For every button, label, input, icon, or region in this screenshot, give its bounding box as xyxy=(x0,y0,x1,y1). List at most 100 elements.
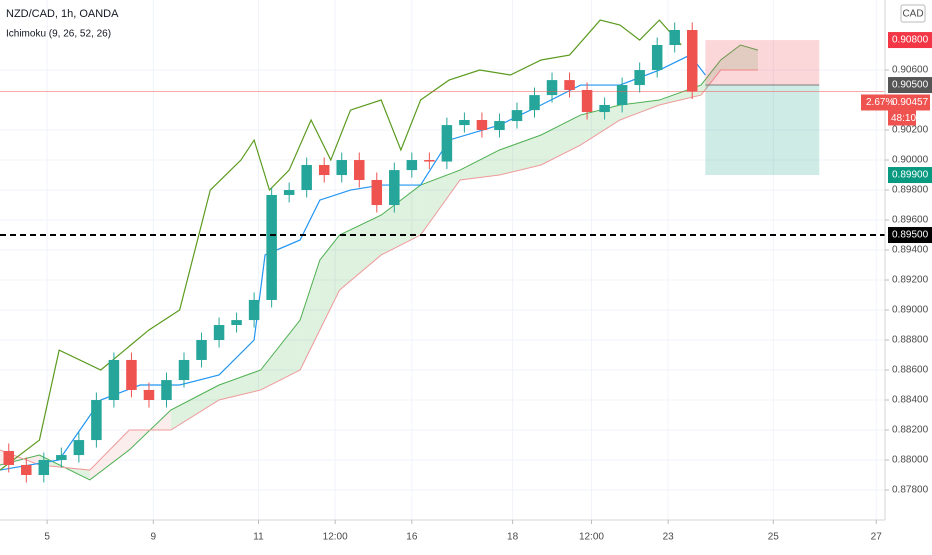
indicator-line xyxy=(0,19,682,471)
candle-body xyxy=(231,320,242,326)
y-tick-label: 0.89000 xyxy=(892,305,929,316)
candle-body xyxy=(686,29,698,92)
cloud-fill xyxy=(170,385,220,431)
cloud-fill xyxy=(541,115,581,165)
candle-body xyxy=(389,170,400,206)
cloud-fill xyxy=(420,170,461,236)
y-tick-label: 0.90600 xyxy=(892,65,929,76)
candle-body xyxy=(406,160,418,171)
last-price-bg xyxy=(861,94,930,111)
cloud-fill xyxy=(219,370,261,401)
candle-body xyxy=(266,194,277,300)
candle-body xyxy=(56,455,67,461)
cloud-fill xyxy=(499,134,542,176)
candle-body xyxy=(599,104,610,113)
candle-body xyxy=(3,451,15,465)
candle-body xyxy=(669,29,680,45)
countdown-bg xyxy=(888,110,916,126)
entry-badge-bg xyxy=(888,77,932,94)
level-badge-bg xyxy=(888,227,932,244)
candle-body xyxy=(161,380,172,401)
y-tick-label: 0.88200 xyxy=(892,425,929,436)
x-tick-label: 18 xyxy=(507,532,519,543)
candle-body xyxy=(616,85,628,105)
candle-body xyxy=(546,80,558,96)
candle-body xyxy=(301,164,312,191)
x-tick-label: 12:00 xyxy=(579,532,604,543)
cloud-fill xyxy=(339,215,382,291)
x-tick-label: 27 xyxy=(871,532,883,543)
cloud-fill xyxy=(740,44,758,71)
indicator-line xyxy=(0,54,706,471)
candle-body xyxy=(459,119,470,126)
x-tick-label: 5 xyxy=(44,532,50,543)
cloud-fill xyxy=(700,59,721,96)
target-badge: 0.89900 xyxy=(892,170,929,181)
candle-body xyxy=(21,464,32,476)
candle-body xyxy=(91,400,102,441)
cloud-fill xyxy=(381,185,421,255)
last-price-change: 2.67% xyxy=(866,97,894,108)
y-tick-label: 0.88800 xyxy=(892,335,929,346)
candle-body xyxy=(634,70,645,86)
candle-body xyxy=(581,89,593,113)
level-badge: 0.89500 xyxy=(892,230,929,241)
candle-body xyxy=(38,460,50,476)
x-tick-label: 9 xyxy=(151,532,157,543)
candle-body xyxy=(143,389,155,401)
candle-body xyxy=(318,164,330,176)
stop-zone[interactable] xyxy=(705,40,820,86)
candle-body xyxy=(564,80,575,90)
y-tick-label: 0.89600 xyxy=(892,215,929,226)
y-tick-label: 0.89800 xyxy=(892,185,929,196)
candle-body xyxy=(371,179,383,206)
entry-badge: 0.90500 xyxy=(892,80,929,91)
cloud-fill xyxy=(300,260,320,371)
candle-body xyxy=(651,44,663,71)
stop-badge-bg xyxy=(888,32,932,49)
candle-body xyxy=(529,95,540,111)
cloud-fill xyxy=(580,104,620,146)
x-tick-label: 25 xyxy=(768,532,780,543)
last-price-label: 0.90457 xyxy=(892,97,929,108)
plot xyxy=(0,19,885,483)
candle-body xyxy=(248,299,260,321)
y-tick-label: 0.89400 xyxy=(892,245,929,256)
y-tick-label: 0.87800 xyxy=(892,485,929,496)
y-tick-label: 0.88600 xyxy=(892,365,929,376)
candle-body xyxy=(178,359,190,381)
x-tick-label: 11 xyxy=(253,532,264,543)
candle-body xyxy=(476,119,488,131)
candle-body xyxy=(283,190,295,195)
stop-badge: 0.90800 xyxy=(892,35,929,46)
x-tick-label: 23 xyxy=(663,532,675,543)
candle-body xyxy=(494,121,505,131)
y-tick-label: 0.90000 xyxy=(892,155,929,166)
candle-body xyxy=(108,359,120,401)
cloud-fill xyxy=(460,149,500,180)
candle-body xyxy=(336,160,347,176)
x-tick-label: 12:00 xyxy=(323,532,348,543)
cloud-fill xyxy=(319,235,340,330)
y-tick-label: 0.90200 xyxy=(892,125,929,136)
countdown: 48:10 xyxy=(891,113,916,124)
currency-label[interactable]: CAD xyxy=(902,9,923,20)
currency-box[interactable] xyxy=(900,4,926,23)
candle-body xyxy=(213,325,225,341)
y-tick-label: 0.89200 xyxy=(892,275,929,286)
target-badge-bg xyxy=(888,167,932,184)
target-zone[interactable] xyxy=(705,85,820,176)
axes: 0.87800 0.88000 0.88200 0.88400 0.88600 0.888… xyxy=(0,0,932,543)
candle-body xyxy=(126,359,137,390)
candle-body xyxy=(511,110,523,122)
candle-body xyxy=(73,440,85,456)
cloud-fill xyxy=(619,100,660,120)
cloud-fill xyxy=(260,320,301,390)
candle-body xyxy=(441,125,453,162)
x-tick-label: 16 xyxy=(406,532,418,543)
candle-body xyxy=(354,160,365,180)
cloud-fill xyxy=(89,430,130,480)
indicator-label: Ichimoku (9, 26, 52, 26) xyxy=(6,29,111,40)
span-b-line xyxy=(0,69,758,471)
